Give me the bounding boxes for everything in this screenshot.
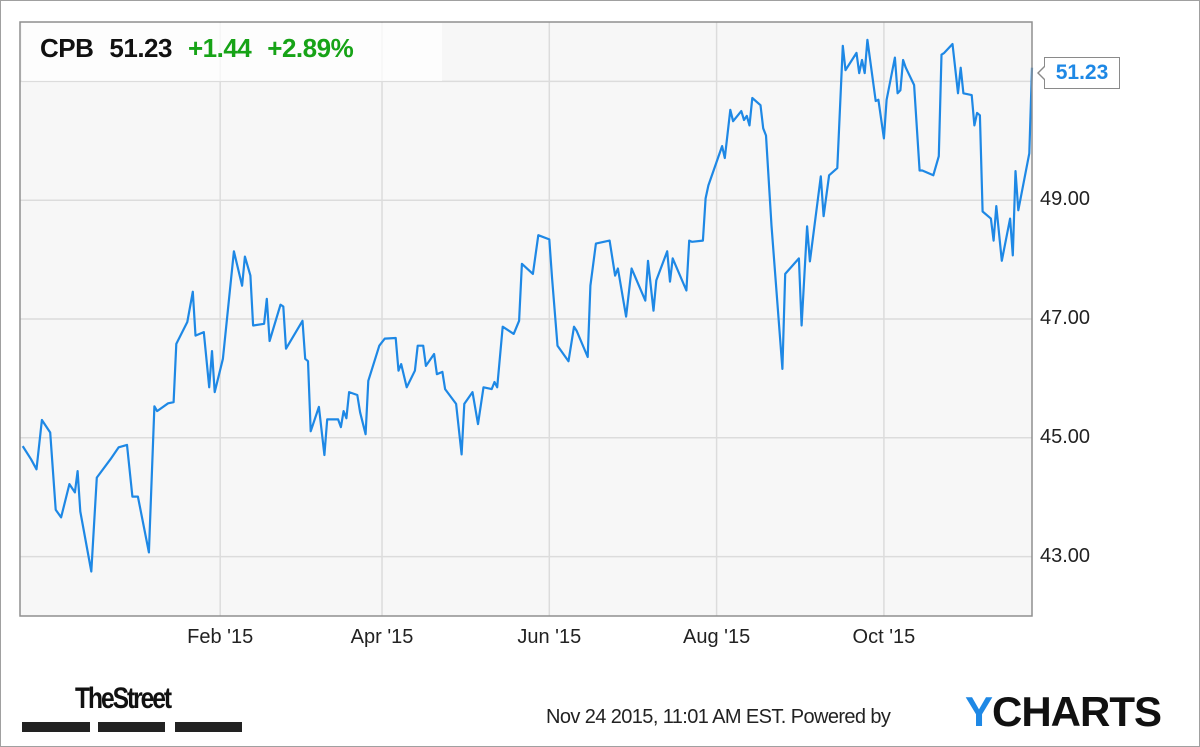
price-change-percent: +2.89% (267, 33, 354, 63)
x-tick-label: Feb '15 (187, 626, 254, 648)
x-tick-label: Jun '15 (517, 626, 582, 648)
x-tick-label: Oct '15 (852, 626, 916, 648)
timestamp: Nov 24 2015, 11:01 AM EST. (546, 706, 786, 728)
y-tick-label: 47.00 (1040, 307, 1091, 329)
last-price: 51.23 (109, 33, 172, 63)
y-tick-label: 43.00 (1040, 544, 1091, 567)
gridlines (20, 22, 1032, 616)
plot-border (19, 21, 1033, 617)
y-tick-label: 45.00 (1040, 425, 1091, 448)
thestreet-logo-bar (22, 722, 90, 732)
x-tick-label: Aug '15 (682, 626, 751, 648)
powered-by-label: Powered by (790, 706, 891, 728)
y-tick-label: 49.00 (1040, 188, 1091, 211)
thestreet-logo-bar (175, 722, 242, 732)
ycharts-logo: YCHARTS (965, 688, 1162, 736)
ycharts-logo-y: Y (965, 688, 993, 735)
last-value-callout: 51.23 (1037, 57, 1120, 89)
x-tick-label: Apr '15 (350, 626, 414, 648)
price-change: +1.44 (187, 33, 252, 63)
ycharts-logo-text: CHARTS (992, 688, 1162, 735)
ticker-symbol: CPB (40, 33, 94, 63)
price-line-series (21, 38, 1034, 573)
quote-header: CPB 51.23 +1.44 +2.89% (40, 33, 369, 64)
timestamp-powered-by: Nov 24 2015, 11:01 AM EST. Powered by (546, 706, 891, 729)
quote-header-band (22, 23, 442, 81)
thestreet-logo: TheStreet (75, 682, 172, 715)
thestreet-logo-bar (98, 722, 165, 732)
